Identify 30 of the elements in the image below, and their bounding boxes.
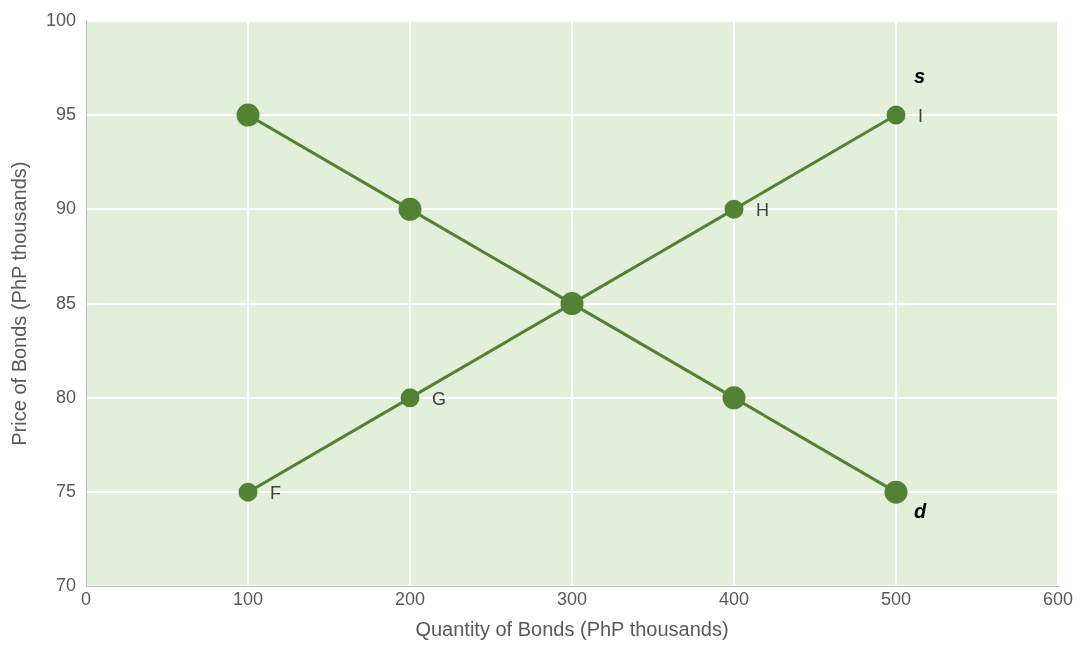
annotation: I xyxy=(918,106,924,127)
annotation: H xyxy=(756,200,770,221)
point xyxy=(722,386,746,410)
x-tick-label: 100 xyxy=(233,589,264,610)
annotation: G xyxy=(432,388,447,409)
x-tick-label: 200 xyxy=(395,589,426,610)
point xyxy=(886,105,906,125)
point xyxy=(400,388,420,408)
y-tick-label: 95 xyxy=(56,104,77,125)
x-tick-label: 300 xyxy=(556,589,588,610)
y-tick-label: 75 xyxy=(56,481,77,502)
series-label: s xyxy=(914,64,926,87)
y-tick-label: 100 xyxy=(45,9,77,30)
x-tick-label: 600 xyxy=(1042,589,1074,610)
point xyxy=(238,482,258,502)
x-tick-label: 400 xyxy=(718,589,750,610)
point xyxy=(884,480,908,504)
point xyxy=(236,103,260,127)
series-label: d xyxy=(914,499,928,522)
x-tick-label: 500 xyxy=(880,589,912,610)
point xyxy=(724,199,744,219)
y-axis-title: Price of Bonds (PhP thousands) xyxy=(7,161,30,446)
x-tick-label: 0 xyxy=(81,589,92,610)
y-tick-label: 70 xyxy=(56,575,77,596)
x-axis-title: Quantity of Bonds (PhP thousands) xyxy=(415,617,729,640)
y-tick-label: 85 xyxy=(56,292,77,313)
point xyxy=(398,197,422,221)
y-tick-label: 90 xyxy=(56,198,77,219)
y-tick-label: 80 xyxy=(56,386,77,407)
annotation: F xyxy=(270,483,282,504)
